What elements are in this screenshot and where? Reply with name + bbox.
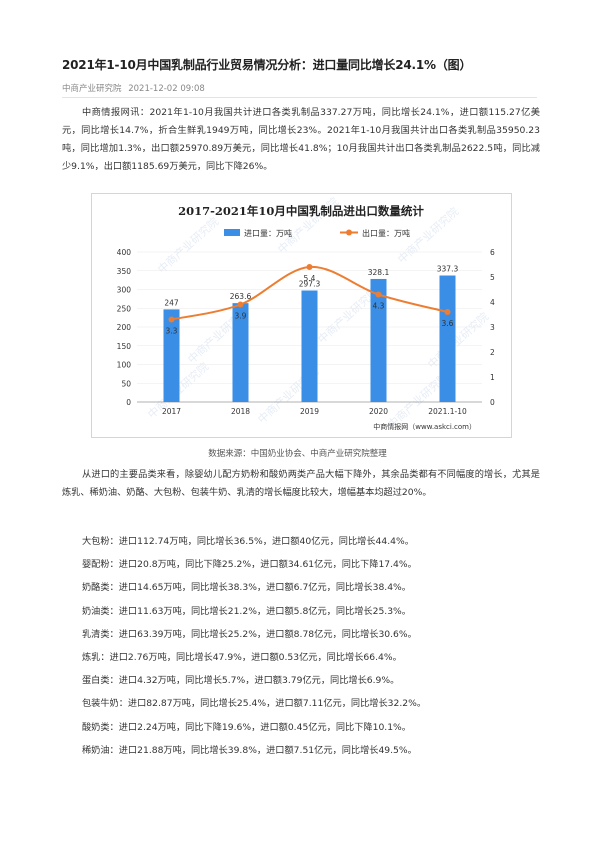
legend-label-import: 进口量：万吨 xyxy=(244,228,292,238)
bar-import xyxy=(163,309,180,402)
y-right-tick-label: 3 xyxy=(490,323,495,332)
export-data-label: 3.3 xyxy=(166,327,178,336)
y-left-tick-label: 300 xyxy=(117,286,132,295)
watermark-text: 中商产业研究院 xyxy=(425,309,492,371)
x-tick-label: 2017 xyxy=(162,407,181,416)
article-source[interactable]: 中商产业研究院 xyxy=(62,84,122,94)
export-data-label: 3.9 xyxy=(235,312,247,321)
intro-paragraph: 中商情报网讯：2021年1-10月我国共计进口各类乳制品337.27万吨，同比增… xyxy=(62,107,540,172)
legend-swatch-import xyxy=(224,229,240,236)
chart-footer: 中商情报网（www.askci.com） xyxy=(373,422,476,431)
x-tick-label: 2020 xyxy=(369,407,388,416)
y-right-tick-label: 0 xyxy=(490,398,495,407)
export-point xyxy=(168,316,175,323)
bar-data-label: 328.1 xyxy=(368,268,390,277)
article-meta: 中商产业研究院 2021-12-02 09:08 xyxy=(62,82,209,94)
bar-data-label: 263.6 xyxy=(230,292,252,301)
y-left-tick-label: 50 xyxy=(121,379,131,388)
analysis-paragraph: 从进口的主要品类来看，除婴幼儿配方奶粉和酸奶两类产品大幅下降外，其余品类都有不同… xyxy=(62,469,540,498)
chart-figure: 中商产业研究院 中商产业研究院 中商产业研究院 中商产业研究院 中商产业研究院 中商产业研… xyxy=(91,193,512,438)
bar-data-label: 297.3 xyxy=(299,280,321,289)
y-left-tick-label: 200 xyxy=(117,323,132,332)
export-data-label: 4.3 xyxy=(373,302,385,311)
product-item: 蛋白类：进口4.32万吨，同比增长5.7%，进口额3.79亿元，同比增长6.9%… xyxy=(82,675,400,687)
x-tick-label: 2021.1-10 xyxy=(428,407,467,416)
y-right-tick-label: 1 xyxy=(490,373,495,382)
chart-caption: 数据来源：中国奶业协会、中商产业研究院整理 xyxy=(208,449,387,459)
product-item: 奶油类：进口11.63万吨，同比增长21.2%，进口额5.8亿元，同比增长25.… xyxy=(82,605,411,617)
legend-marker-export xyxy=(346,229,352,236)
product-item: 稀奶油：进口21.88万吨，同比增长39.8%，进口额7.51亿元，同比增长49… xyxy=(82,744,417,756)
bar-import xyxy=(301,290,318,402)
export-data-label: 5.4 xyxy=(304,274,316,283)
bar-data-label: 337.3 xyxy=(437,265,459,274)
product-item: 乳清类：进口63.39万吨，同比增长25.2%，进口额8.78亿元，同比增长30… xyxy=(82,628,417,640)
x-tick-label: 2018 xyxy=(231,407,250,416)
bar-import xyxy=(370,278,387,402)
y-left-tick-label: 100 xyxy=(117,361,132,370)
export-point xyxy=(237,301,244,308)
y-left-tick-label: 0 xyxy=(126,398,131,407)
bar-import xyxy=(439,275,456,402)
watermark-text: 中商产业研究院 xyxy=(155,214,222,276)
product-item: 婴配粉：进口20.8万吨，同比下降25.2%，进口额34.61亿元，同比下降17… xyxy=(82,559,417,571)
y-left-tick-label: 350 xyxy=(117,267,132,276)
product-list: 大包粉：进口112.74万吨，同比增长36.5%，进口额40亿元，同比增长44.… xyxy=(82,530,542,762)
bar-import xyxy=(232,303,249,402)
article-date: 2021-12-02 09:08 xyxy=(128,84,205,94)
chart-title: 2017-2021年10月中国乳制品进出口数量统计 xyxy=(178,204,424,218)
y-right-tick-label: 5 xyxy=(490,273,495,282)
article-title: 2021年1-10月中国乳制品行业贸易情况分析：进口量同比增长24.1%（图） xyxy=(62,58,472,72)
export-point xyxy=(444,309,451,315)
x-tick-label: 2019 xyxy=(300,407,319,416)
export-point xyxy=(306,264,313,270)
title-divider xyxy=(62,97,537,98)
y-right-tick-label: 6 xyxy=(490,248,495,257)
y-right-tick-label: 4 xyxy=(490,298,495,307)
y-left-tick-label: 150 xyxy=(117,342,132,351)
product-item: 大包粉：进口112.74万吨，同比增长36.5%，进口额40亿元，同比增长44.… xyxy=(82,536,414,547)
export-point xyxy=(375,291,382,298)
product-item: 包装牛奶：进口82.87万吨，同比增长25.4%，进口额7.11亿元，同比增长3… xyxy=(82,698,427,710)
export-data-label: 3.6 xyxy=(442,319,454,328)
y-left-tick-label: 250 xyxy=(117,304,132,313)
legend-label-export: 出口量：万吨 xyxy=(362,228,410,238)
product-item: 奶酪类：进口14.65万吨，同比增长38.3%，进口额6.7亿元，同比增长38.… xyxy=(82,582,411,594)
y-right-tick-label: 2 xyxy=(490,348,495,357)
bar-data-label: 247 xyxy=(164,298,179,307)
product-item: 酸奶类：进口2.24万吨，同比下降19.6%，进口额0.45亿元，同比下降10.… xyxy=(82,721,411,733)
product-item: 炼乳：进口2.76万吨，同比增长47.9%，进口额0.53亿元，同比增长66.4… xyxy=(82,651,402,663)
y-left-tick-label: 400 xyxy=(117,248,132,257)
